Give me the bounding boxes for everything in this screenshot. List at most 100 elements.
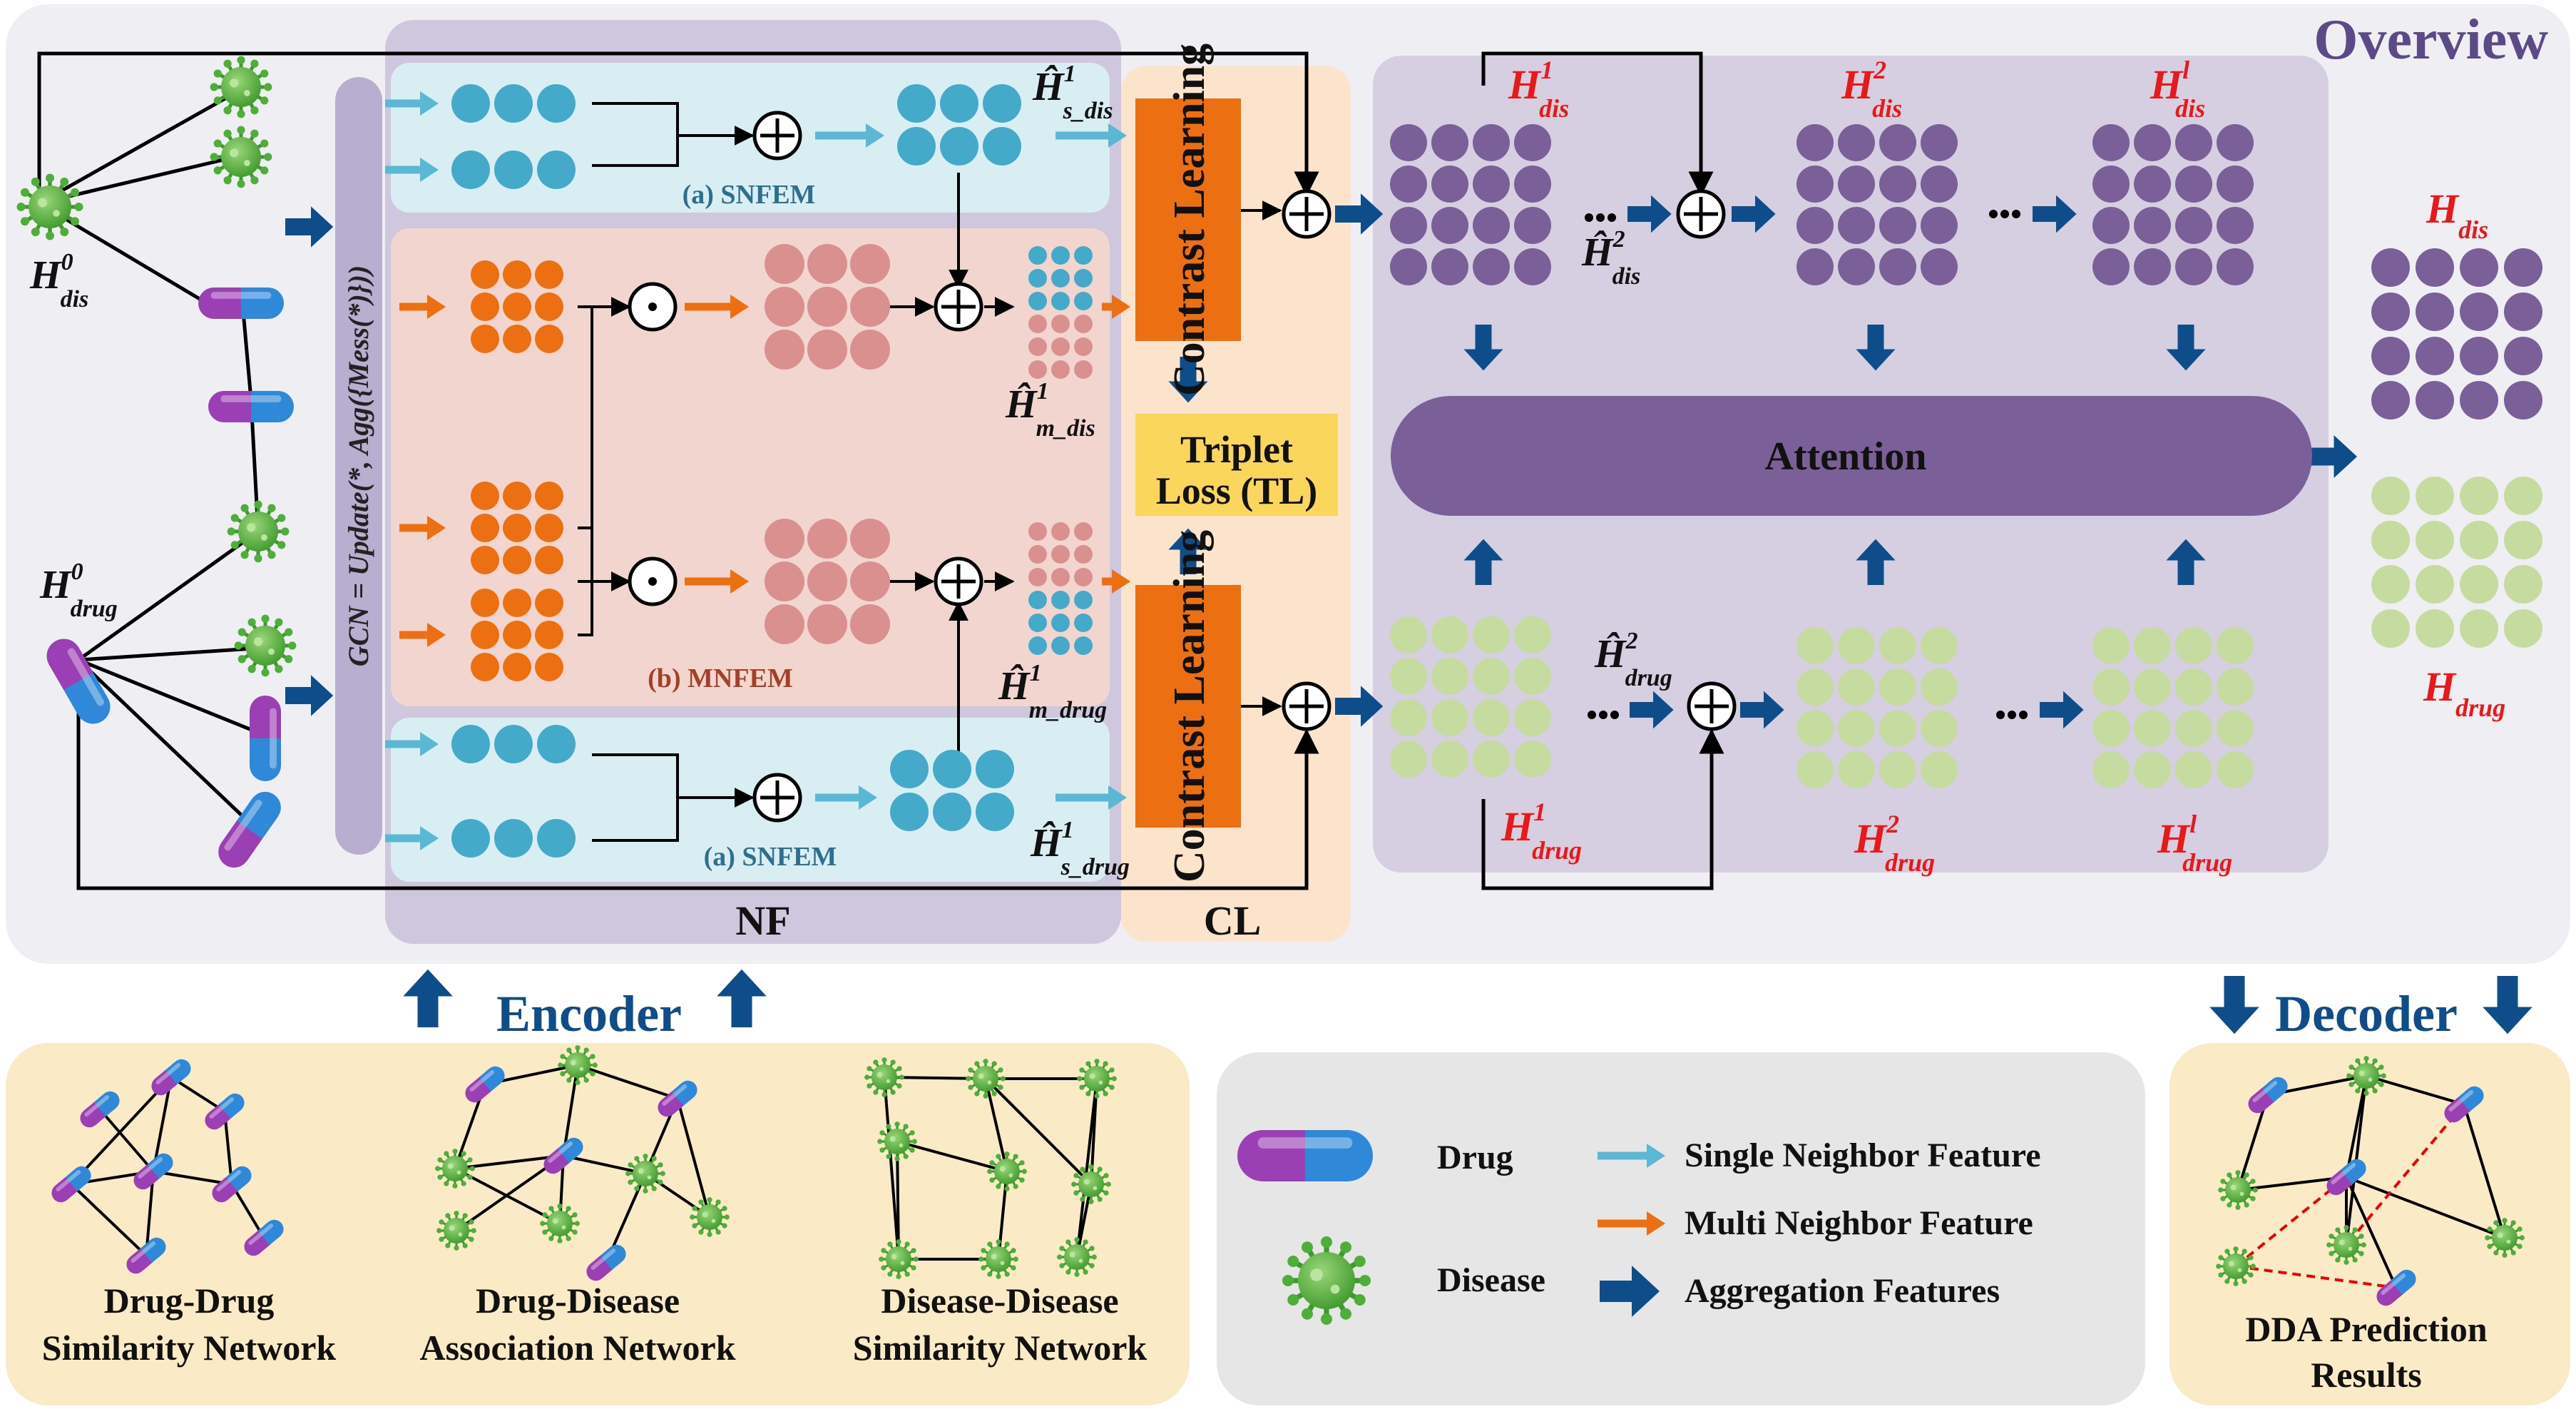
neighbor-disease-icon-1-knob	[250, 106, 259, 115]
disease-disease-network-disease-icon-knob	[1073, 1173, 1079, 1179]
h1-drug-features-dot	[1390, 658, 1427, 695]
prediction-network-disease-icon-knob	[2372, 1058, 2378, 1064]
drug-drug-network-drug-icon-shine	[155, 1063, 181, 1085]
h-drug-final-label: Hdrug	[2423, 663, 2505, 722]
disease-disease-network-disease-icon-knob	[1109, 1067, 1115, 1073]
drug-disease-network-caption-2: Association Network	[419, 1328, 735, 1368]
h0-dis-skip-line	[37, 51, 1319, 203]
disease-disease-network-disease-icon-knob	[1071, 1181, 1077, 1187]
neighbor-drug-icon-1-shine	[210, 292, 272, 299]
h2-dis-features-dot	[1921, 124, 1958, 161]
hl-dis-features-dot	[2134, 166, 2171, 203]
disease-disease-network-disease-icon	[1057, 1237, 1097, 1277]
cl-label: CL	[1204, 897, 1262, 944]
drug-drug-network-drug-icon	[151, 1059, 191, 1096]
disease-disease-network-disease-icon-knob	[899, 1074, 904, 1080]
h2-dis-features-dot	[1796, 248, 1834, 285]
legend-panel	[1217, 1052, 2145, 1405]
prediction-network-disease-icon-knob	[2344, 1259, 2349, 1265]
disease-disease-network-disease-icon-knob	[1079, 1084, 1085, 1090]
ellipsis-dis-1-dot	[1596, 213, 1605, 222]
mnfem-pink-top-dot	[850, 287, 890, 327]
disease-disease-network-disease-icon-knob	[877, 1139, 883, 1144]
neighbor-disease-icon-3-knob	[240, 551, 249, 559]
drug-disease-network-disease-icon-knob	[437, 1174, 443, 1180]
h1-dis-features	[1390, 124, 1551, 285]
disease-disease-network-edge	[984, 1078, 1008, 1172]
agg-arrow-drug-3	[2040, 691, 2084, 729]
triplet-loss-line2: Loss (TL)	[1156, 469, 1318, 512]
mnfem-pink-bottom-dot	[765, 604, 804, 644]
neighbor-disease-icon-1-knob	[213, 96, 222, 105]
drug-disease-network-drug-icon-left-fill	[547, 1148, 571, 1172]
neighbor-drug-icon-2	[208, 391, 294, 422]
multi-neighbor-arrow-0-head	[427, 295, 446, 319]
drug-disease-network-disease-icon-knob	[444, 1181, 449, 1186]
drug-disease-network-disease-icon-knob	[439, 1236, 444, 1242]
drug-disease-network-disease-icon-knob	[722, 1223, 727, 1229]
mixed-top-teal-dot	[1074, 246, 1093, 265]
h2-drug-features-dot	[1838, 710, 1875, 747]
disease-disease-network-disease-icon-knob	[890, 1059, 896, 1065]
mnfem-input-1-dot	[535, 325, 563, 353]
prediction-network-drug-icon	[2444, 1086, 2484, 1123]
edge-h0dis-3	[38, 201, 208, 305]
disease-disease-network-disease-icon-knob	[989, 1160, 995, 1166]
prediction-network-disease-icon-body	[2334, 1232, 2359, 1258]
ellipsis-drug-1-dot	[1588, 711, 1596, 719]
disease-disease-network-disease-icon-spot	[891, 1253, 897, 1260]
agg-arrow-dis-2	[1732, 195, 1776, 233]
hl-drug-label: Hl drug	[2157, 810, 2232, 877]
disease-disease-network-disease-icon-knob	[1057, 1254, 1063, 1260]
h-dis-final-features-dot	[2416, 337, 2454, 375]
mixed-top-teal-dot	[1028, 292, 1047, 310]
mnfem-pink-bottom-dot	[850, 519, 890, 559]
disease-disease-network-disease-icon-spot	[1089, 1073, 1095, 1079]
mixed-bottom-teal-dot	[1051, 636, 1070, 655]
drug-disease-network-edge	[563, 1154, 646, 1175]
disease-disease-network-disease-icon-knob	[904, 1271, 910, 1277]
disease-disease-network-edge	[984, 1077, 1093, 1186]
h0-drug-icon-right-fill	[63, 673, 108, 716]
mnfem-merge-bar	[578, 305, 593, 583]
disease-disease-network-disease-icon-knob	[998, 1067, 1003, 1073]
h-dis-final-features-dot	[2460, 248, 2498, 287]
drug-drug-network-edge	[98, 1108, 155, 1173]
drug-disease-network-disease-icon-spot	[638, 1168, 644, 1174]
h1-dis-label: H1 dis	[1508, 56, 1569, 123]
neighbor-drug-icon-3-left-fill	[250, 711, 281, 739]
ellipsis-dis-1-dot	[1608, 213, 1616, 222]
drug-disease-network-disease-icon-knob	[557, 1204, 563, 1209]
disease-disease-network-disease-icon-knob	[1089, 1263, 1095, 1268]
disease-disease-network-disease-icon-knob	[1059, 1246, 1065, 1251]
neighbor-disease-icon-3-knob	[230, 514, 239, 522]
prediction-network-disease-icon-spot	[2348, 1246, 2353, 1251]
prediction-network-disease-icon-knob	[2348, 1064, 2354, 1070]
drug-disease-network-disease-icon-knob	[548, 1236, 554, 1241]
drug-disease-network-drug-icon-right-fill	[600, 1246, 623, 1270]
legend-disease-icon-knob	[1302, 1241, 1313, 1253]
disease-disease-network-disease-icon-knob	[1094, 1093, 1100, 1099]
hl-dis-features-dot	[2092, 207, 2130, 244]
snfem-bottom-label: (a) SNFEM	[704, 842, 837, 872]
ellipsis-dis-2-dot	[1989, 210, 1998, 218]
drug-drug-network-drug-icon-left-fill	[83, 1102, 107, 1126]
h-m-dis-label: Ĥ1 m_dis	[1005, 378, 1095, 442]
drug-disease-network-disease-icon-spot	[561, 1225, 566, 1230]
neighbor-disease-icon-4-knob	[285, 628, 293, 636]
legend-disease-icon-knob	[1282, 1275, 1294, 1286]
prediction-network-disease-icon-knob	[2363, 1090, 2369, 1096]
h-drug-final-features-dot	[2371, 565, 2410, 604]
single-neighbor-arrow-5-head	[420, 826, 439, 850]
prediction-network-disease-icon-spot	[2368, 1077, 2373, 1082]
h2-drug-features-dot	[1879, 668, 1916, 706]
hadamard-odot-top	[628, 282, 678, 332]
disease-disease-network-disease-icon-spot	[899, 1143, 904, 1148]
mnfem-pink-top-dot	[850, 244, 890, 284]
legend-disease-icon-knob	[1354, 1294, 1366, 1306]
drug-disease-network-edge	[577, 1064, 678, 1100]
concat-oplus-mnfem-bottom	[934, 556, 983, 606]
prediction-network-disease-icon-knob	[2487, 1226, 2493, 1232]
agg-arrow-cl-top	[1335, 193, 1384, 235]
prediction-network-disease-icon-knob	[2358, 1251, 2364, 1256]
